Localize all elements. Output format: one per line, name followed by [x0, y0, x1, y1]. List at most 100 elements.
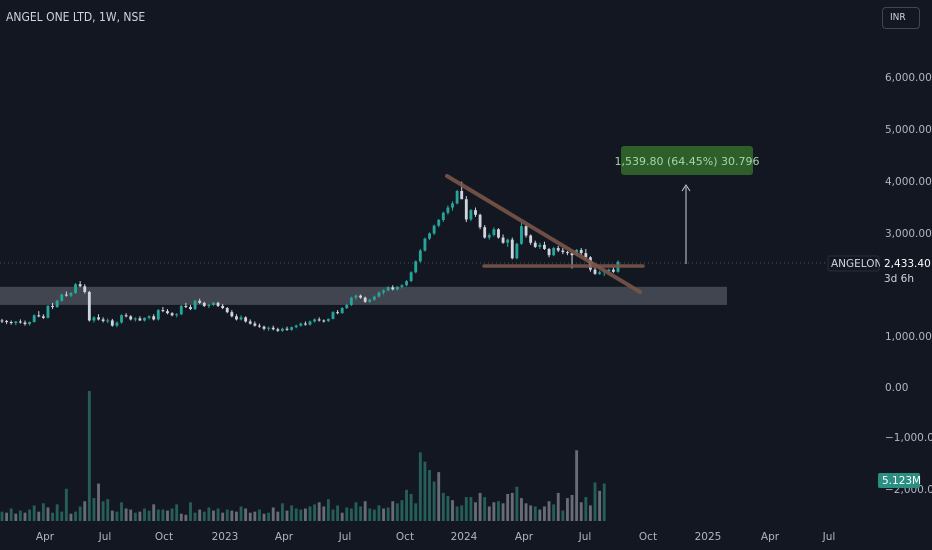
volume-bar: [87, 391, 91, 521]
candle-body: [216, 302, 220, 306]
candle-body: [400, 285, 404, 287]
candle-body: [501, 237, 505, 243]
candle-body: [64, 294, 68, 296]
y-tick-label: 6,000.00: [885, 72, 932, 84]
y-tick-label: 4,000.00: [885, 176, 932, 188]
candle-body: [520, 226, 523, 244]
candle-body: [423, 238, 427, 251]
volume-bar: [32, 505, 36, 521]
candle-body: [5, 320, 9, 323]
volume-bar: [441, 492, 445, 521]
candle-body: [290, 327, 294, 330]
candle-body: [18, 321, 22, 323]
volume-bar: [258, 509, 261, 521]
volume-bar: [253, 511, 257, 521]
volume-bar: [147, 510, 151, 521]
candle-body: [340, 308, 344, 314]
volume-bar: [368, 508, 372, 521]
candle-body: [258, 325, 261, 327]
volume-bar: [78, 506, 82, 521]
volume-bar: [143, 508, 146, 521]
candle-body: [474, 210, 477, 215]
candle-body: [317, 319, 321, 321]
volume-bar: [313, 504, 317, 521]
candle-body: [478, 214, 482, 228]
candle-body: [552, 247, 556, 256]
candle-body: [308, 321, 312, 325]
candle-body: [262, 326, 266, 329]
price-tag-bg: [880, 255, 928, 289]
candle-body: [198, 300, 202, 303]
candle-body: [354, 295, 358, 298]
countdown-tag: 3d 6h: [884, 273, 914, 285]
candle-body: [78, 284, 82, 287]
candle-body: [124, 315, 128, 317]
candle-body: [451, 203, 454, 208]
x-tick-label: Oct: [639, 531, 657, 543]
volume-bar: [69, 513, 73, 521]
candle-body: [83, 286, 87, 292]
currency-button[interactable]: INR: [882, 7, 920, 29]
candle-body: [212, 302, 215, 305]
candle-body: [345, 304, 349, 309]
candle-body: [106, 320, 110, 322]
x-tick-label: Oct: [155, 531, 173, 543]
volume-bar: [294, 508, 298, 521]
candle-body: [230, 312, 234, 317]
volume-bar: [74, 511, 77, 521]
candle-body: [69, 293, 73, 296]
volume-bar: [51, 512, 54, 521]
volume-bar: [547, 501, 551, 521]
volume-bar: [363, 501, 367, 521]
candle-body: [193, 300, 197, 310]
volume-bar: [474, 502, 477, 521]
volume-bar: [460, 505, 464, 521]
volume-bar: [428, 470, 431, 521]
volume-bar: [515, 486, 519, 521]
candle-body: [538, 244, 542, 247]
x-tick-label: Oct: [396, 531, 414, 543]
candle-body: [487, 234, 491, 238]
volume-bar: [9, 508, 13, 521]
candle-body: [276, 329, 280, 331]
candle-body: [584, 253, 588, 258]
x-tick-label: Apr: [275, 531, 294, 543]
candle-body: [607, 269, 611, 272]
volume-bar: [106, 499, 110, 521]
volume-bar: [55, 504, 59, 521]
volume-bar: [129, 509, 133, 521]
y-tick-label: 3,000.00: [885, 228, 932, 240]
volume-bar: [543, 506, 546, 521]
volume-bar: [221, 512, 225, 521]
candle-body: [432, 225, 436, 234]
volume-bar: [60, 511, 64, 521]
volume-bar: [239, 506, 243, 521]
descending-trendline: [445, 174, 642, 294]
volume-bar: [566, 498, 569, 521]
candle-body: [414, 261, 418, 273]
volume-bar: [588, 505, 592, 521]
candle-body: [244, 317, 248, 322]
x-tick-label: Apr: [515, 531, 534, 543]
volume-bar: [225, 509, 229, 521]
volume-bar: [138, 511, 142, 521]
candle-body: [14, 321, 18, 324]
candle-body: [363, 297, 367, 302]
volume-bar: [510, 492, 514, 521]
x-tick-label: Apr: [761, 531, 780, 543]
volume-bar: [92, 498, 96, 521]
volume-bar: [230, 510, 234, 521]
candle-body: [372, 296, 376, 300]
volume-bar: [23, 512, 27, 521]
volume-bar: [354, 502, 358, 521]
candle-body: [349, 297, 353, 305]
candle-body: [152, 316, 156, 320]
candle-body: [115, 322, 119, 326]
candle-body: [409, 272, 413, 282]
y-tick-label: 0.00: [885, 382, 908, 394]
candle-body: [469, 210, 473, 220]
candle-body: [46, 305, 50, 318]
volume-bar: [359, 506, 362, 521]
last-price-tag: 2,433.40: [884, 258, 931, 270]
